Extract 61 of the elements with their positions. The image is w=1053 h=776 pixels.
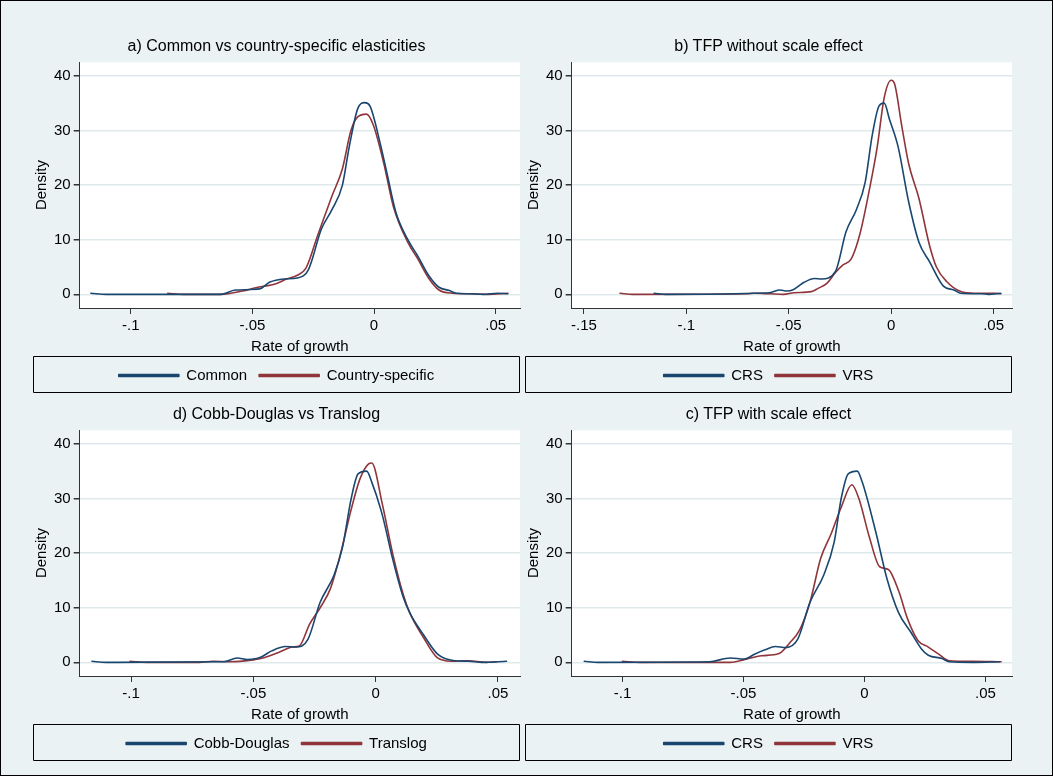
y-tick-label: 30 bbox=[54, 488, 71, 506]
y-tick-label: 40 bbox=[54, 434, 71, 451]
y-tick-label: 0 bbox=[62, 284, 71, 302]
y-tick-label: 40 bbox=[546, 66, 563, 83]
x-axis-title: Rate of growth bbox=[743, 705, 841, 723]
x-tick-label: 0 bbox=[369, 316, 379, 334]
x-tick-label: .05 bbox=[974, 684, 996, 702]
x-tick-label: 0 bbox=[860, 684, 869, 702]
x-axis-title: Rate of growth bbox=[743, 337, 841, 355]
y-tick-label: 10 bbox=[546, 229, 563, 247]
y-axis-title: Density bbox=[32, 527, 50, 579]
chart-title: d) Cobb-Douglas vs Translog bbox=[172, 405, 381, 423]
chart-title: c) TFP with scale effect bbox=[685, 405, 852, 423]
x-tick-label: -.05 bbox=[730, 684, 757, 702]
y-tick-label: 30 bbox=[546, 488, 563, 506]
legend-label: Common bbox=[186, 365, 248, 383]
line-series bbox=[653, 102, 1002, 296]
legend-label: VRS bbox=[842, 365, 874, 383]
x-tick-label: -.05 bbox=[239, 316, 266, 334]
y-tick-label: 20 bbox=[54, 175, 71, 193]
x-tick-label: -.05 bbox=[240, 684, 267, 702]
x-tick-label: -.15 bbox=[571, 316, 597, 334]
x-tick-label: .05 bbox=[983, 316, 1004, 334]
chart-title: b) TFP without scale effect bbox=[674, 37, 864, 55]
y-tick-label: 0 bbox=[554, 652, 563, 670]
x-tick-label: -.05 bbox=[775, 316, 802, 334]
y-axis-title: Density bbox=[524, 527, 542, 579]
line-series bbox=[619, 79, 1002, 296]
x-tick-label: -.1 bbox=[613, 684, 632, 702]
y-tick-label: 10 bbox=[546, 597, 563, 615]
legend-label: Country-specific bbox=[326, 365, 435, 383]
y-tick-label: 20 bbox=[546, 175, 563, 193]
y-tick-label: 10 bbox=[54, 229, 71, 247]
x-axis-title: Rate of growth bbox=[251, 337, 349, 355]
y-tick-label: 10 bbox=[54, 597, 71, 615]
x-tick-label: -.1 bbox=[122, 684, 140, 702]
y-tick-label: 0 bbox=[62, 652, 71, 670]
legend-label: VRS bbox=[842, 733, 874, 751]
legend-label: CRS bbox=[731, 365, 763, 383]
y-tick-label: 40 bbox=[546, 434, 563, 451]
chart-title: a) Common vs country-specific elasticities bbox=[127, 37, 426, 55]
line-series bbox=[90, 101, 509, 296]
x-tick-label: -.1 bbox=[122, 316, 140, 334]
y-tick-label: 0 bbox=[554, 284, 563, 302]
x-tick-label: 0 bbox=[371, 684, 380, 702]
legend-label: CRS bbox=[731, 733, 763, 751]
y-tick-label: 30 bbox=[54, 120, 71, 138]
x-tick-label: 0 bbox=[887, 316, 896, 334]
x-tick-label: .05 bbox=[487, 684, 509, 702]
y-axis-title: Density bbox=[524, 159, 542, 211]
y-tick-label: 20 bbox=[54, 543, 71, 561]
x-tick-label: -.1 bbox=[677, 316, 696, 334]
y-tick-label: 40 bbox=[54, 66, 71, 83]
legend-label: Translog bbox=[369, 733, 427, 751]
legend-label: Cobb-Douglas bbox=[193, 733, 290, 751]
y-tick-label: 30 bbox=[546, 120, 563, 138]
line-series bbox=[583, 470, 1001, 664]
x-tick-label: .05 bbox=[485, 316, 507, 334]
y-axis-title: Density bbox=[32, 159, 50, 211]
y-tick-label: 20 bbox=[546, 543, 563, 561]
x-axis-title: Rate of growth bbox=[251, 705, 349, 723]
